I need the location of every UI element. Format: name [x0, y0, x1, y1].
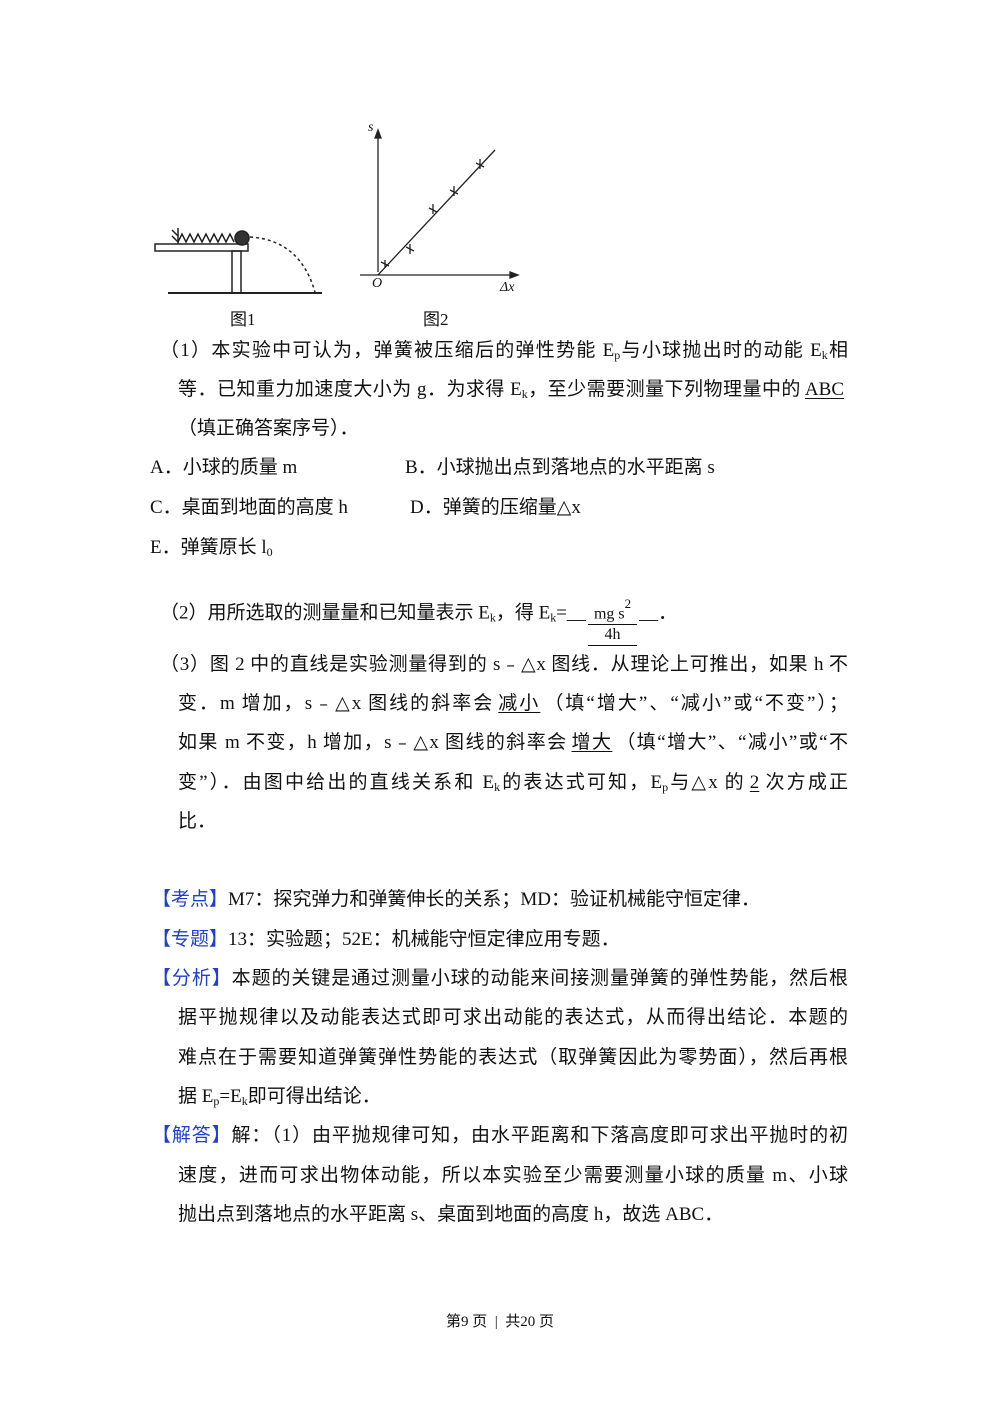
subscript: k	[550, 610, 557, 625]
text-line: 如果 m 不变，h 增加，s﹣△x 图线的斜率会 增大 （填“增大”、“减小”或“不	[178, 730, 848, 756]
text-run: D．弹簧的压缩量△x	[410, 497, 581, 518]
text-line: 据平抛规律以及动能表达式即可求出动能的表达式，从而得出结论．本题的	[178, 1005, 848, 1031]
text-run: ，得 E	[495, 602, 551, 624]
text-line: 变．m 增加，s﹣△x 图线的斜率会 减小 （填“增大”、“减小”或“不变”）；	[178, 691, 848, 717]
text-run: 与小球抛出时的动能 E	[620, 340, 822, 361]
subscript: 0	[266, 545, 273, 559]
answer-blank: 2	[749, 772, 760, 793]
data-points	[380, 159, 485, 268]
text-line: （1）本实验中可认为，弹簧被压缩后的弹性势能 Ep与小球抛出时的动能 Ek相	[160, 338, 848, 368]
text-run: =__	[556, 602, 586, 624]
text-run: 变”）．由图中给出的直线关系和 E	[178, 772, 495, 793]
text-line: 难点在于需要知道弹簧弹性势能的表达式（取弹簧因此为零势面），然后再根	[178, 1045, 848, 1071]
section-label: 【专题】	[152, 929, 229, 950]
text-run: 即可得出结论．	[247, 1086, 381, 1107]
answer-fraction: mg s2 4h	[587, 596, 638, 647]
text-line: 比．	[178, 809, 216, 835]
text-run: E．弹簧原长 l	[150, 537, 267, 558]
text-run: 解：（1）由平抛规律可知，由水平距离和下落高度即可求出平抛时的初	[231, 1125, 848, 1146]
subscript: k	[489, 610, 496, 625]
text-line: 【解答】解：（1）由平抛规律可知，由水平距离和下落高度即可求出平抛时的初	[152, 1123, 848, 1149]
text-run: A．小球的质量 m	[150, 457, 298, 478]
text-line: 【分析】本题的关键是通过测量小球的动能来间接测量弹簧的弹性势能，然后根	[152, 966, 848, 992]
text-run: 13：实验题；52E：机械能守恒定律应用专题．	[228, 929, 620, 950]
text-line: （2）用所选取的测量量和已知量表示 Ek，得 Ek=__ mg s2 4h __．	[160, 590, 678, 647]
text-run: （填“增大”、“减小”或“不变”）；	[544, 693, 848, 714]
text-run: B．小球抛出点到落地点的水平距离 s	[405, 457, 715, 478]
text-line: 速度，进而可求出物体动能，所以本实验至少需要测量小球的质量 m、小球	[178, 1163, 848, 1189]
figure-2-graph	[360, 128, 520, 279]
numerator-text: mg s	[593, 605, 625, 623]
figure-1-caption: 图1	[230, 310, 256, 329]
text-line: 抛出点到落地点的水平距离 s、桌面到地面的高度 h，故选 ABC．	[178, 1202, 723, 1228]
text-line: （3）图 2 中的直线是实验测量得到的 s﹣△x 图线．从理论上可推出，如果 h…	[160, 652, 848, 678]
text-run: 速度，进而可求出物体动能，所以本实验至少需要测量小球的质量 m、小球	[178, 1165, 848, 1186]
text-run: 的表达式可知，E	[500, 772, 663, 793]
subscript: k	[521, 387, 528, 401]
text-run: ，至少需要测量下列物理量中的	[527, 379, 801, 400]
section-label: 【分析】	[152, 968, 232, 989]
text-line: 【考点】M7：探究弹力和弹簧伸长的关系；MD：验证机械能守恒定律．	[152, 887, 760, 913]
fraction-denominator: 4h	[587, 625, 638, 647]
text-run: （2）用所选取的测量量和已知量表示 E	[160, 602, 490, 624]
text-run: __．	[639, 602, 678, 624]
answer-blank: ABC	[804, 379, 844, 400]
text-run: 次方成正	[763, 772, 848, 793]
text-line: 等．已知重力加速度大小为 g．为求得 Ek，至少需要测量下列物理量中的 ABC	[178, 377, 848, 407]
subscript: k	[494, 780, 501, 794]
text-line: 【专题】13：实验题；52E：机械能守恒定律应用专题．	[152, 927, 620, 953]
fraction-numerator: mg s2	[587, 596, 638, 626]
y-axis-label: s	[368, 120, 374, 135]
text-run: 据平抛规律以及动能表达式即可求出动能的表达式，从而得出结论．本题的	[178, 1007, 848, 1028]
text-run: =E	[219, 1086, 242, 1107]
page-total: 共20 页	[505, 1314, 555, 1330]
x-axis-label: Δx	[500, 280, 515, 295]
separator: |	[494, 1314, 498, 1330]
page-number: 第9 页	[445, 1314, 488, 1330]
text-run: 抛出点到落地点的水平距离 s、桌面到地面的高度 h，故选 ABC．	[178, 1204, 724, 1225]
text-run: （填“增大”、“减小”或“不	[616, 732, 848, 753]
subscript: p	[662, 780, 669, 794]
text-line: C．桌面到地面的高度 h	[150, 495, 348, 521]
text-run: 难点在于需要知道弹簧弹性势能的表达式（取弹簧因此为零势面），然后再根	[178, 1047, 848, 1068]
text-run: （填正确答案序号）．	[178, 418, 359, 439]
subscript: p	[614, 348, 621, 362]
text-line: E．弹簧原长 l0	[150, 535, 273, 565]
text-run: C．桌面到地面的高度 h	[150, 497, 348, 518]
answer-blank: 增大	[571, 732, 613, 753]
answer-blank: 减小	[498, 693, 541, 714]
experiment-diagrams	[154, 128, 520, 294]
text-line: D．弹簧的压缩量△x	[410, 495, 581, 521]
text-run: （3）图 2 中的直线是实验测量得到的 s﹣△x 图线．从理论上可推出，如果 h…	[160, 654, 848, 675]
text-line: A．小球的质量 m	[150, 455, 297, 481]
section-label: 【解答】	[152, 1125, 232, 1146]
origin-label: O	[372, 276, 383, 291]
text-run: （1）本实验中可认为，弹簧被压缩后的弹性势能 E	[160, 340, 615, 361]
text-line: （填正确答案序号）．	[178, 416, 359, 442]
text-run: 变．m 增加，s﹣△x 图线的斜率会	[178, 693, 495, 714]
fit-line	[377, 149, 496, 276]
page-footer: 第9 页 | 共20 页	[0, 1310, 1000, 1331]
text-line: B．小球抛出点到落地点的水平距离 s	[405, 455, 715, 481]
text-run: 如果 m 不变，h 增加，s﹣△x 图线的斜率会	[178, 732, 568, 753]
text-run: M7：探究弹力和弹簧伸长的关系；MD：验证机械能守恒定律．	[228, 889, 761, 910]
section-label: 【考点】	[152, 889, 229, 910]
text-run: 相	[827, 340, 848, 361]
text-run: 比．	[178, 811, 217, 832]
text-run: 本题的关键是通过测量小球的动能来间接测量弹簧的弹性势能，然后根	[231, 968, 848, 989]
figure-1-apparatus	[154, 228, 322, 294]
text-line: 据 Ep=Ek即可得出结论．	[178, 1084, 381, 1114]
text-run: 与△x 的	[668, 772, 746, 793]
text-run: 等．已知重力加速度大小为 g．为求得 E	[178, 379, 522, 400]
subscript: p	[213, 1094, 220, 1108]
exponent: 2	[624, 596, 632, 611]
subscript: k	[821, 348, 828, 362]
text-line: 变”）．由图中给出的直线关系和 Ek的表达式可知，Ep与△x 的 2 次方成正	[178, 770, 848, 800]
text-run: 据 E	[178, 1086, 214, 1107]
subscript: k	[241, 1094, 248, 1108]
figure-2-caption: 图2	[423, 310, 449, 329]
figures: s Δx O 图1 图2	[150, 120, 530, 329]
